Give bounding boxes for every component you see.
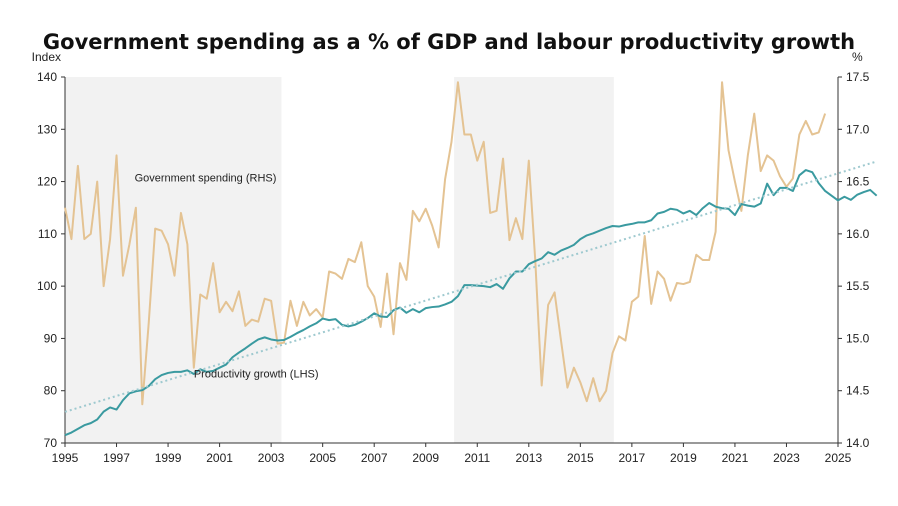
left-tick-label: 90	[44, 331, 58, 345]
left-tick-label: 70	[44, 436, 58, 450]
right-tick-label: 15.5	[846, 279, 870, 293]
right-tick-label: 16.5	[846, 175, 870, 189]
x-tick-label: 2005	[309, 451, 336, 465]
right-tick-label: 14.0	[846, 436, 870, 450]
x-tick-label: 2001	[206, 451, 233, 465]
x-tick-label: 2019	[670, 451, 697, 465]
right-axis-unit: %	[852, 50, 863, 64]
left-tick-label: 80	[44, 384, 58, 398]
x-tick-label: 2015	[567, 451, 594, 465]
trend-line-productivity	[64, 160, 877, 413]
left-tick-label: 130	[37, 122, 57, 136]
x-tick-label: 2025	[825, 451, 852, 465]
left-tick-label: 120	[37, 175, 57, 189]
annotation-label: Government spending (RHS)	[135, 173, 277, 185]
left-tick-label: 100	[37, 279, 57, 293]
right-tick-label: 15.0	[846, 331, 870, 345]
chart-title: Government spending as a % of GDP and la…	[42, 30, 856, 54]
right-tick-label: 16.0	[846, 227, 870, 241]
x-tick-label: 1997	[103, 451, 130, 465]
x-tick-label: 2021	[722, 451, 749, 465]
right-tick-label: 17.0	[846, 122, 870, 136]
x-tick-label: 2023	[773, 451, 800, 465]
x-tick-label: 2007	[361, 451, 388, 465]
shaded-period-0	[65, 77, 282, 443]
annotation-label: Productivity growth (LHS)	[194, 369, 319, 381]
left-tick-label: 140	[37, 70, 57, 84]
x-tick-label: 1999	[155, 451, 182, 465]
x-tick-label: 2013	[515, 451, 542, 465]
x-tick-label: 2003	[258, 451, 285, 465]
x-tick-label: 2009	[412, 451, 439, 465]
series-line-government-spending	[64, 81, 827, 406]
left-tick-label: 110	[38, 227, 57, 241]
x-tick-label: 1995	[52, 451, 79, 465]
shaded-period-1	[454, 77, 614, 443]
x-tick-label: 2017	[619, 451, 646, 465]
right-tick-label: 17.5	[846, 70, 870, 84]
left-axis-unit: Index	[32, 50, 61, 64]
right-tick-label: 14.5	[846, 384, 870, 398]
x-tick-label: 2011	[464, 451, 490, 465]
